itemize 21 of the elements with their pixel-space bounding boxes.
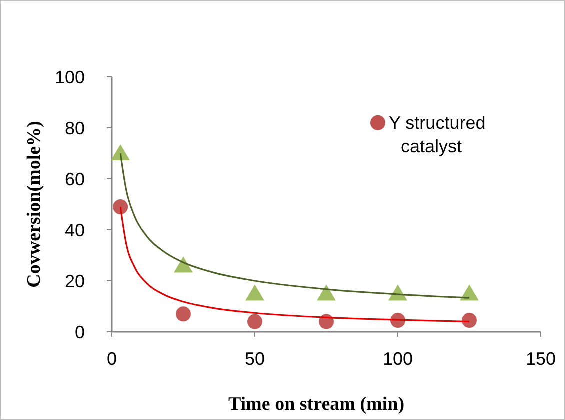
point	[462, 313, 477, 328]
x-tick-label: 0	[106, 349, 118, 369]
point	[248, 314, 262, 330]
y-axis-title: Covwersion(mole%)	[24, 121, 45, 288]
x-axis-title: Time on stream (min)	[228, 394, 405, 415]
y-tick-label: 40	[64, 220, 85, 240]
point	[113, 200, 128, 215]
y-tick-label: 80	[64, 118, 85, 138]
x-tick-label: 150	[526, 349, 556, 369]
x-tick-label: 50	[244, 349, 266, 369]
x-tick-label: 100	[382, 349, 414, 369]
y-tick-label: 60	[64, 169, 85, 190]
point	[246, 284, 264, 301]
point	[317, 284, 336, 301]
point	[460, 284, 479, 301]
y-tick-label: 100	[54, 67, 85, 88]
point	[176, 306, 191, 322]
y-tick-label: 20	[64, 271, 85, 292]
y-tick-label: 0	[74, 322, 85, 342]
point	[111, 144, 130, 160]
legend-label: Y structured catalyst	[389, 113, 486, 157]
